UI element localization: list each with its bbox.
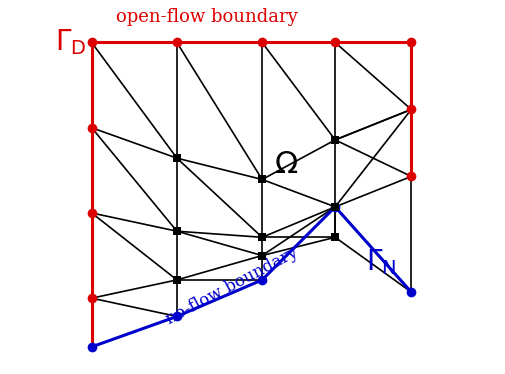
Text: open-flow boundary: open-flow boundary [116,8,297,26]
Text: no-flow boundary: no-flow boundary [163,244,300,328]
Text: $\Gamma_{\rm D}$: $\Gamma_{\rm D}$ [55,28,86,57]
Text: $\Gamma_{\rm N}$: $\Gamma_{\rm N}$ [365,247,395,276]
Text: $\Omega$: $\Omega$ [274,149,298,180]
